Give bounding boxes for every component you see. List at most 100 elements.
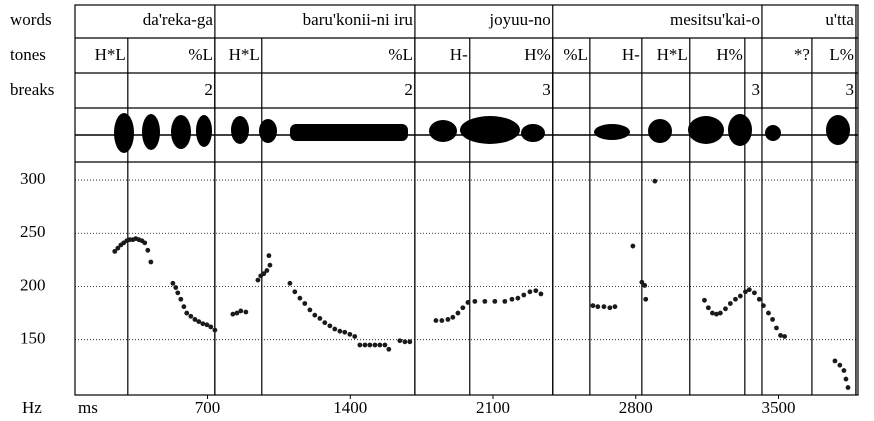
- pitch-point: [595, 304, 601, 310]
- pitch-point: [770, 317, 775, 322]
- pitch-point: [178, 296, 184, 302]
- pitch-point: [297, 295, 303, 301]
- pitch-point: [717, 310, 723, 316]
- pitch-point: [192, 317, 198, 322]
- pitch-point: [367, 342, 373, 348]
- pitch-point: [527, 289, 533, 295]
- tier-label: H%: [524, 45, 550, 64]
- pitch-point: [472, 298, 478, 304]
- pitch-point: [760, 303, 766, 309]
- pitch-point: [601, 304, 607, 310]
- pitch-point: [170, 280, 176, 286]
- pitch-point: [723, 306, 728, 312]
- pitch-point: [533, 288, 539, 294]
- pitch-point: [261, 271, 267, 277]
- pitch-point: [465, 300, 471, 305]
- pitch-point: [200, 321, 206, 327]
- pitch-point: [492, 298, 498, 304]
- pitch-point: [450, 314, 456, 320]
- tier-label: %L: [563, 45, 588, 64]
- pitch-point: [357, 342, 363, 348]
- pitch-point: [362, 342, 368, 348]
- pitch-point: [386, 346, 392, 352]
- pitch-point: [264, 268, 270, 273]
- pitch-point: [652, 178, 658, 184]
- tier-label: H*L: [229, 45, 260, 64]
- pitch-point: [402, 339, 408, 345]
- y-tick-label: 300: [20, 169, 46, 188]
- tier-label: L%: [829, 45, 854, 64]
- pitch-point: [287, 280, 293, 286]
- y-axis-label: Hz: [22, 398, 42, 417]
- pitch-point: [377, 342, 383, 348]
- tier-label: 2: [204, 80, 213, 99]
- x-tick-label: 2100: [476, 398, 510, 417]
- pitch-point: [312, 312, 318, 318]
- pitch-point: [841, 368, 847, 373]
- pitch-point: [145, 247, 151, 253]
- frame: [74, 4, 859, 396]
- pitch-point: [774, 325, 779, 331]
- pitch-point: [433, 318, 439, 323]
- pitch-point: [502, 298, 508, 304]
- pitch-point: [243, 309, 249, 315]
- pitch-point: [642, 283, 648, 288]
- x-tick-label: 3500: [761, 398, 795, 417]
- pitch-point: [607, 305, 613, 311]
- pitch-point: [307, 307, 313, 313]
- y-tick-label: 250: [20, 222, 46, 241]
- pitch-point: [302, 301, 308, 306]
- pitch-point: [832, 358, 838, 364]
- pitch-point: [482, 298, 488, 304]
- pitch-point: [837, 362, 843, 368]
- y-tick-label: 150: [20, 329, 46, 348]
- y-tick-label: 200: [20, 275, 46, 294]
- pitch-point: [181, 304, 187, 310]
- pitch-point: [382, 342, 388, 348]
- pitch-point: [710, 310, 715, 316]
- tier-label: da'reka-ga: [143, 10, 214, 29]
- tier-label: H-: [450, 45, 468, 64]
- tier-name: breaks: [10, 80, 54, 99]
- pitch-point: [332, 326, 338, 332]
- pitch-point: [234, 310, 240, 316]
- tier-label: H*L: [657, 45, 688, 64]
- pitch-point: [230, 311, 236, 317]
- pitch-point: [843, 376, 849, 382]
- tier-label: %L: [188, 45, 213, 64]
- tier-label: %L: [388, 45, 413, 64]
- pitch-point: [397, 338, 403, 344]
- tier-label: joyuu-no: [488, 10, 550, 29]
- pitch-point: [407, 339, 413, 345]
- tier-label: baru'konii-ni iru: [303, 10, 414, 29]
- pitch-point: [766, 310, 771, 316]
- x-axis-label: ms: [78, 398, 98, 417]
- pitch-point: [267, 262, 273, 268]
- tier-label: u'tta: [825, 10, 854, 29]
- pitch-point: [509, 296, 515, 302]
- tier-label: H-: [622, 45, 640, 64]
- pitch-point: [322, 320, 328, 326]
- pitch-point: [212, 327, 218, 333]
- pitch-point: [590, 303, 596, 309]
- pitch-point: [173, 285, 179, 290]
- pitch-point: [639, 279, 645, 285]
- pitch-point: [255, 277, 261, 283]
- pitch-point: [756, 296, 762, 302]
- pitch-point: [737, 293, 743, 299]
- pitch-point: [538, 291, 544, 297]
- pitch-point: [372, 342, 378, 348]
- pitch-point: [778, 333, 783, 338]
- pitch-point: [337, 328, 343, 334]
- pitch-point: [352, 334, 358, 339]
- pitch-point: [184, 310, 190, 316]
- pitch-point: [521, 292, 527, 298]
- pitch-point: [743, 289, 748, 295]
- pitch-point: [175, 290, 181, 296]
- tier-label: 3: [542, 80, 551, 99]
- pitch-point: [112, 248, 118, 254]
- x-tick-label: 1400: [333, 398, 367, 417]
- tier-label: H*L: [95, 45, 126, 64]
- pitch-point: [705, 305, 711, 311]
